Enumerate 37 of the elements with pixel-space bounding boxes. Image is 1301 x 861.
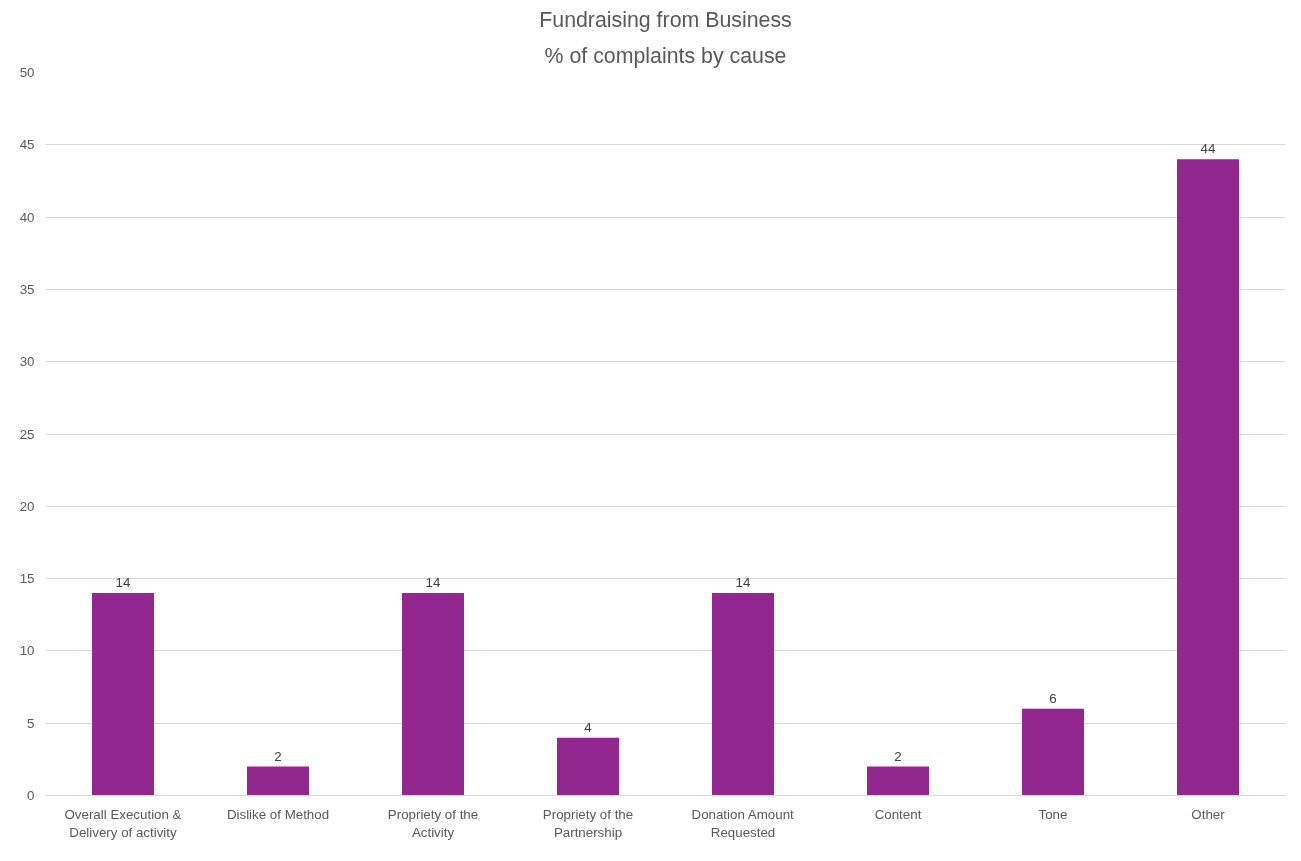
y-tick-label: 50 bbox=[19, 65, 35, 80]
x-tick-label: Propriety of the Activity bbox=[387, 806, 479, 840]
bar bbox=[92, 593, 154, 796]
x-tick-label: Dislike of Method bbox=[226, 806, 330, 822]
y-tick-label: 35 bbox=[19, 281, 35, 297]
data-label: 4 bbox=[584, 719, 593, 735]
data-label: 14 bbox=[735, 575, 751, 591]
bar bbox=[557, 737, 619, 796]
chart-subtitle: % of complaints by cause bbox=[544, 43, 787, 68]
data-label: 6 bbox=[1049, 690, 1057, 706]
data-label: 14 bbox=[115, 575, 131, 591]
data-label: 2 bbox=[274, 748, 282, 764]
y-tick-label: 10 bbox=[19, 643, 35, 659]
y-tick-label: 45 bbox=[19, 137, 35, 153]
y-tick-label: 20 bbox=[19, 498, 35, 514]
data-label: 14 bbox=[425, 575, 441, 591]
y-tick-label: 0 bbox=[27, 788, 35, 803]
x-tick-label: Propriety of the Partnership bbox=[542, 806, 634, 840]
y-tick-label: 30 bbox=[19, 354, 35, 370]
data-label: 44 bbox=[1200, 141, 1216, 157]
bar bbox=[867, 766, 929, 796]
bar bbox=[402, 593, 464, 796]
y-tick-label: 5 bbox=[27, 715, 35, 731]
bar bbox=[1177, 159, 1239, 796]
y-tick-label: 25 bbox=[19, 426, 35, 442]
x-tick-label: Donation Amount Requested bbox=[691, 806, 795, 840]
bar bbox=[1022, 708, 1084, 796]
y-tick-label: 15 bbox=[19, 571, 35, 587]
y-tick-label: 40 bbox=[19, 209, 35, 225]
chart-title: Fundraising from Business bbox=[539, 7, 792, 32]
bar bbox=[247, 766, 309, 796]
x-tick-label: Content bbox=[874, 806, 922, 822]
data-label: 2 bbox=[894, 748, 902, 764]
x-tick-label: Other bbox=[1191, 806, 1226, 822]
x-tick-label: Overall Execution & Delivery of activity bbox=[64, 806, 182, 840]
bar bbox=[712, 593, 774, 796]
x-tick-label: Tone bbox=[1038, 806, 1068, 822]
